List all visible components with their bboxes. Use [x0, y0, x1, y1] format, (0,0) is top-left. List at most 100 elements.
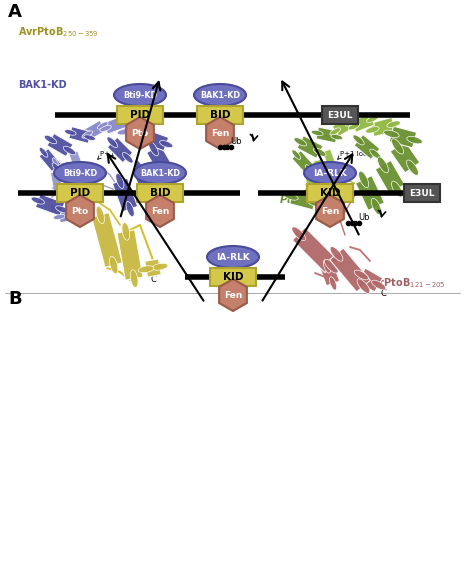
- Ellipse shape: [160, 140, 173, 147]
- Ellipse shape: [313, 148, 326, 156]
- FancyBboxPatch shape: [197, 106, 243, 124]
- Text: PID: PID: [130, 110, 150, 120]
- Ellipse shape: [391, 181, 403, 197]
- Ellipse shape: [137, 132, 150, 139]
- Ellipse shape: [122, 153, 133, 163]
- Ellipse shape: [406, 160, 418, 176]
- Polygon shape: [219, 279, 247, 311]
- Text: A: A: [8, 3, 22, 21]
- Ellipse shape: [377, 157, 389, 173]
- Ellipse shape: [62, 173, 68, 183]
- Ellipse shape: [64, 130, 76, 135]
- Ellipse shape: [82, 131, 92, 138]
- FancyBboxPatch shape: [137, 184, 183, 202]
- Text: KID: KID: [223, 272, 243, 282]
- Text: Pto: Pto: [280, 195, 300, 205]
- Text: AvrPtoB$_{250-359}$: AvrPtoB$_{250-359}$: [18, 25, 98, 39]
- Ellipse shape: [122, 222, 130, 240]
- Ellipse shape: [387, 121, 400, 128]
- Ellipse shape: [114, 84, 166, 106]
- Text: E3UL: E3UL: [327, 111, 353, 119]
- Ellipse shape: [331, 135, 343, 140]
- Ellipse shape: [149, 142, 158, 156]
- Ellipse shape: [292, 150, 301, 159]
- Text: KID: KID: [320, 188, 340, 198]
- Polygon shape: [352, 113, 375, 132]
- Text: PID: PID: [70, 188, 90, 198]
- Ellipse shape: [152, 263, 168, 270]
- Polygon shape: [47, 133, 73, 157]
- Text: Fen: Fen: [211, 129, 229, 137]
- Text: P+1 loop: P+1 loop: [340, 151, 372, 157]
- Ellipse shape: [117, 129, 131, 135]
- Text: C: C: [150, 276, 156, 284]
- Ellipse shape: [325, 259, 338, 273]
- Polygon shape: [290, 190, 317, 210]
- FancyBboxPatch shape: [57, 184, 103, 202]
- Text: Bti9-KD: Bti9-KD: [123, 91, 157, 99]
- Ellipse shape: [353, 135, 364, 145]
- Ellipse shape: [107, 137, 118, 147]
- Ellipse shape: [383, 130, 399, 137]
- Ellipse shape: [139, 125, 153, 131]
- Polygon shape: [357, 268, 382, 292]
- Ellipse shape: [64, 146, 76, 155]
- Polygon shape: [39, 149, 61, 171]
- Ellipse shape: [84, 135, 95, 140]
- Ellipse shape: [31, 197, 44, 204]
- Polygon shape: [323, 149, 337, 170]
- Polygon shape: [145, 259, 161, 277]
- Ellipse shape: [52, 158, 58, 167]
- Ellipse shape: [75, 211, 87, 216]
- Polygon shape: [92, 212, 122, 267]
- Ellipse shape: [39, 147, 48, 157]
- Ellipse shape: [330, 277, 337, 290]
- Polygon shape: [104, 116, 127, 134]
- Polygon shape: [313, 159, 327, 180]
- Ellipse shape: [194, 84, 246, 106]
- FancyBboxPatch shape: [404, 184, 440, 202]
- Polygon shape: [60, 161, 75, 184]
- Polygon shape: [123, 121, 147, 139]
- Text: BAK1-KD: BAK1-KD: [18, 80, 67, 90]
- Polygon shape: [304, 170, 317, 190]
- Text: N: N: [294, 232, 300, 242]
- Ellipse shape: [96, 206, 105, 223]
- Polygon shape: [389, 126, 417, 148]
- Ellipse shape: [100, 125, 111, 132]
- FancyBboxPatch shape: [210, 268, 256, 286]
- Text: Pto: Pto: [71, 207, 89, 215]
- Ellipse shape: [407, 136, 422, 144]
- Ellipse shape: [162, 164, 171, 178]
- Text: E3UL: E3UL: [409, 188, 435, 198]
- Polygon shape: [126, 117, 154, 149]
- Ellipse shape: [138, 266, 154, 273]
- Ellipse shape: [52, 163, 61, 173]
- Text: Pto: Pto: [131, 129, 149, 137]
- Polygon shape: [390, 141, 420, 173]
- Text: B: B: [8, 290, 21, 308]
- Polygon shape: [113, 178, 138, 212]
- Ellipse shape: [357, 279, 370, 293]
- FancyBboxPatch shape: [307, 184, 353, 202]
- Ellipse shape: [304, 162, 356, 184]
- FancyBboxPatch shape: [117, 106, 163, 124]
- Polygon shape: [142, 129, 169, 151]
- Polygon shape: [375, 160, 405, 194]
- Ellipse shape: [53, 214, 65, 219]
- Ellipse shape: [366, 126, 379, 133]
- Ellipse shape: [330, 247, 343, 261]
- Ellipse shape: [359, 171, 368, 188]
- Text: IA-RLK: IA-RLK: [216, 253, 250, 261]
- Polygon shape: [84, 121, 106, 140]
- Ellipse shape: [98, 122, 108, 129]
- Ellipse shape: [367, 116, 378, 122]
- Polygon shape: [330, 248, 370, 292]
- Polygon shape: [35, 194, 64, 216]
- Ellipse shape: [323, 260, 331, 273]
- Polygon shape: [66, 195, 94, 227]
- Ellipse shape: [207, 246, 259, 268]
- Ellipse shape: [56, 206, 69, 213]
- Polygon shape: [292, 228, 338, 273]
- Text: Fen: Fen: [224, 291, 242, 300]
